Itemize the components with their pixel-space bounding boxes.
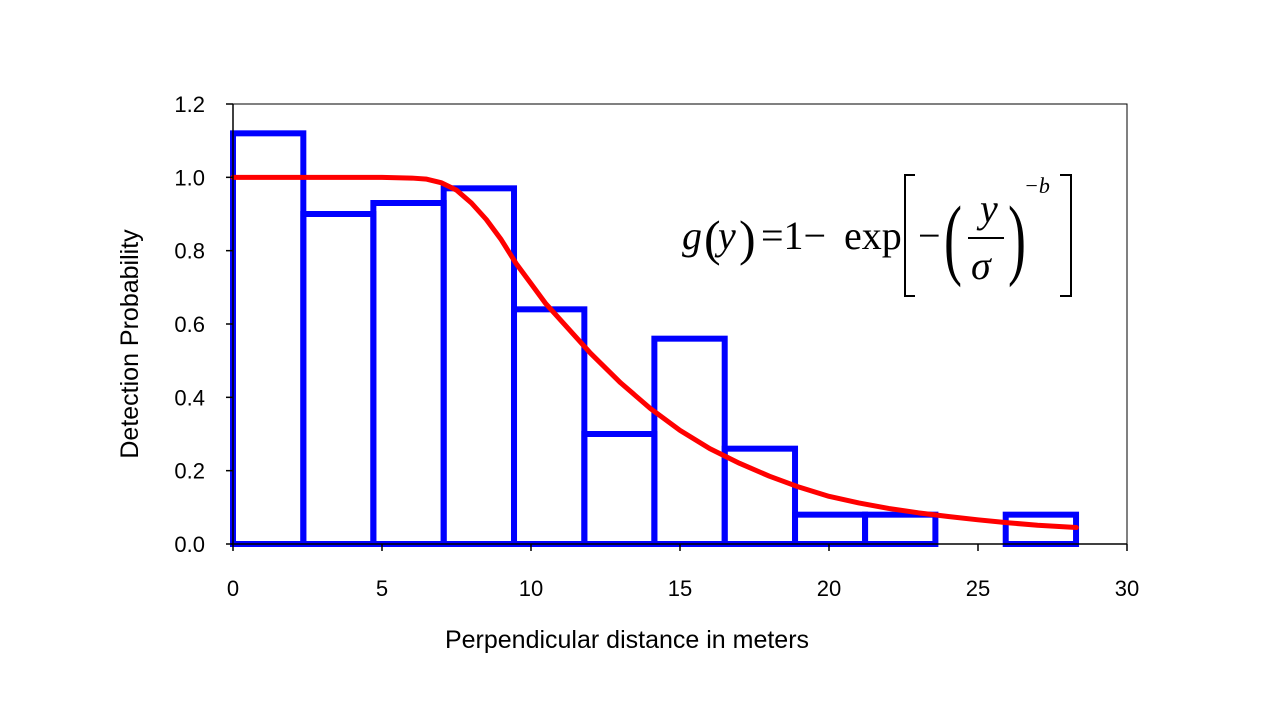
axes: 0 5 10 15 20 25 30 0.0 0.2 0.4 0.6 0.8 1.0 1.2 — [174, 92, 1139, 601]
y-tick-label: 0.2 — [174, 459, 205, 484]
formula-left-paren: ( — [704, 210, 721, 266]
y-tick-label: 0.4 — [174, 385, 205, 410]
x-tick-label: 15 — [668, 576, 692, 601]
formula-exp: exp — [844, 213, 902, 258]
x-tick-label: 10 — [519, 576, 543, 601]
formula-big-right-paren: ) — [1008, 189, 1026, 288]
formula-exponent: −b — [1024, 173, 1050, 198]
histogram-bar — [300, 211, 377, 547]
x-tick-label: 30 — [1115, 576, 1139, 601]
formula-right-paren: ) — [739, 210, 756, 266]
histogram-bar — [511, 306, 588, 548]
y-tick-label: 0.6 — [174, 312, 205, 337]
x-tick-label: 5 — [376, 576, 388, 601]
formula-fraction-numerator: y — [976, 186, 998, 231]
formula-y: y — [714, 213, 736, 258]
x-tick-label: 20 — [817, 576, 841, 601]
formula-minus: − — [918, 213, 941, 258]
formula-annotation: g ( y ) =1− exp − ( y σ ) −b — [682, 173, 1072, 297]
y-axis-label: Detection Probability — [116, 229, 144, 459]
y-tick-label: 1.0 — [174, 165, 205, 190]
y-tick-label: 0.0 — [174, 532, 205, 557]
x-tick-label: 25 — [966, 576, 990, 601]
plot-frame — [232, 103, 1128, 545]
histogram-bar — [651, 335, 728, 547]
histogram-bar — [581, 431, 658, 547]
formula-right-bracket — [1060, 174, 1072, 297]
histogram-bar — [792, 511, 869, 548]
histogram-bar — [230, 130, 307, 547]
histogram-bar — [862, 511, 939, 548]
y-tick-label: 0.8 — [174, 239, 205, 264]
y-tick-label: 1.2 — [174, 92, 205, 117]
x-axis-label: Perpendicular distance in meters — [445, 626, 809, 654]
formula-g: g — [682, 213, 702, 258]
formula-equals-one-minus: =1− — [761, 213, 826, 258]
formula-left-bracket — [904, 174, 915, 297]
x-tick-label: 0 — [227, 576, 239, 601]
histogram-bar — [370, 200, 447, 547]
fitted-curve — [230, 174, 1079, 530]
formula-big-left-paren: ( — [944, 189, 962, 288]
formula-fraction-denominator: σ — [971, 243, 992, 288]
